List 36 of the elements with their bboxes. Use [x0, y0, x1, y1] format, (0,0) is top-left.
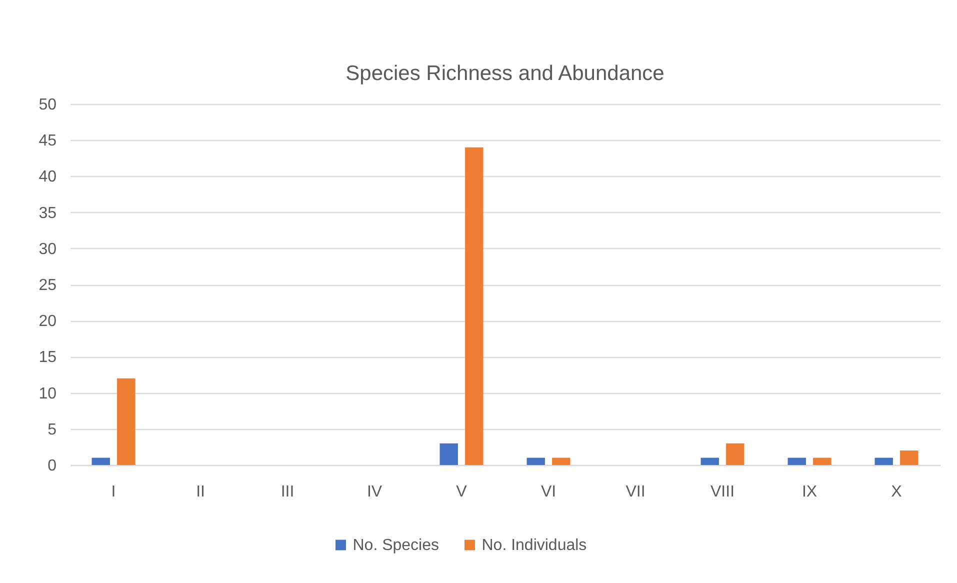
- x-tick-label: VII: [626, 484, 646, 500]
- y-tick-label: 5: [48, 421, 57, 438]
- x-tick-label: II: [196, 484, 205, 500]
- bar: [874, 458, 893, 465]
- bar: [700, 458, 719, 465]
- legend-label: No. Individuals: [482, 537, 587, 554]
- bar: [526, 458, 545, 465]
- y-tick-label: 15: [38, 349, 57, 366]
- bar: [552, 458, 570, 465]
- x-tick-label: I: [111, 484, 116, 500]
- x-tick-label: III: [280, 484, 294, 500]
- y-tick-label: 30: [38, 240, 57, 258]
- bar: [788, 458, 806, 465]
- y-tick-label: 50: [38, 96, 57, 114]
- x-tick-label: VI: [540, 484, 556, 500]
- bar: [900, 450, 918, 465]
- x-tick-label: X: [891, 484, 902, 500]
- x-tick-label: VIII: [710, 484, 735, 500]
- legend-label: No. Species: [352, 537, 440, 554]
- bar: [117, 378, 136, 465]
- y-tick-label: 25: [38, 277, 57, 294]
- y-tick-label: 45: [38, 132, 57, 150]
- x-tick-label: IV: [366, 484, 382, 500]
- y-tick-label: 40: [38, 168, 57, 186]
- bar: [726, 443, 744, 465]
- y-tick-label: 20: [38, 313, 57, 330]
- bar: [92, 458, 110, 465]
- x-tick-label: IX: [802, 484, 818, 500]
- bar: [440, 443, 458, 465]
- bar: [465, 147, 484, 465]
- y-tick-label: 0: [48, 458, 57, 474]
- chart-title: Species Richness and Abundance: [346, 62, 664, 85]
- x-tick-label: V: [456, 484, 468, 500]
- y-tick-label: 35: [38, 204, 57, 222]
- bar: [813, 458, 832, 465]
- y-tick-label: 10: [38, 385, 57, 402]
